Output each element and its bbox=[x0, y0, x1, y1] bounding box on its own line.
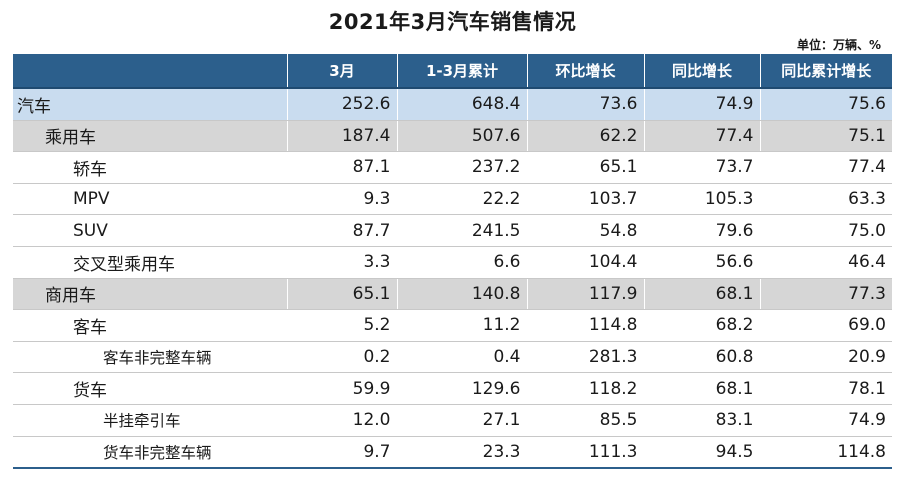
table-row: SUV 87.7 241.5 54.8 79.6 75.0 bbox=[13, 214, 892, 247]
march-value: 12.0 bbox=[287, 404, 398, 437]
march-value: 0.2 bbox=[287, 341, 398, 374]
mom-growth-value: 281.3 bbox=[527, 341, 645, 374]
mom-growth-value: 62.2 bbox=[527, 120, 645, 153]
ytd-yoy-growth-value: 69.0 bbox=[760, 309, 892, 342]
march-value: 9.7 bbox=[287, 436, 398, 470]
row-label: 轿车 bbox=[13, 151, 288, 184]
mom-growth-value: 111.3 bbox=[527, 436, 645, 470]
ytd-value: 241.5 bbox=[397, 214, 528, 247]
table-row: 乘用车 187.4 507.6 62.2 77.4 75.1 bbox=[13, 120, 892, 153]
ytd-yoy-growth-value: 75.0 bbox=[760, 214, 892, 247]
yoy-growth-value: 83.1 bbox=[644, 404, 761, 437]
table-row: 轿车 87.1 237.2 65.1 73.7 77.4 bbox=[13, 151, 892, 184]
row-label: 汽车 bbox=[13, 88, 288, 121]
ytd-value: 237.2 bbox=[397, 151, 528, 184]
ytd-value: 507.6 bbox=[397, 120, 528, 153]
march-value: 87.1 bbox=[287, 151, 398, 184]
row-label: 货车 bbox=[13, 372, 288, 405]
table-body: 汽车 252.6 648.4 73.6 74.9 75.6 乘用车 187.4 507.6 62.… bbox=[13, 88, 892, 470]
ytd-value: 648.4 bbox=[397, 88, 528, 121]
mom-growth-value: 73.6 bbox=[527, 88, 645, 121]
header-mom-growth: 环比增长 bbox=[527, 54, 645, 89]
row-label: SUV bbox=[13, 214, 288, 247]
yoy-growth-value: 68.2 bbox=[644, 309, 761, 342]
mom-growth-value: 65.1 bbox=[527, 151, 645, 184]
row-label: 客车 bbox=[13, 309, 288, 342]
march-value: 59.9 bbox=[287, 372, 398, 405]
row-label: MPV bbox=[13, 183, 288, 216]
header-yoy-growth: 同比增长 bbox=[644, 54, 761, 89]
yoy-growth-value: 56.6 bbox=[644, 246, 761, 279]
header-ytd: 1-3月累计 bbox=[397, 54, 528, 89]
sales-table: 3月 1-3月累计 环比增长 同比增长 同比累计增长 汽车 252.6 648.4 7… bbox=[13, 54, 892, 470]
header-ytd-yoy-growth: 同比累计增长 bbox=[760, 54, 892, 89]
ytd-yoy-growth-value: 46.4 bbox=[760, 246, 892, 279]
ytd-value: 140.8 bbox=[397, 278, 528, 311]
row-label: 乘用车 bbox=[13, 120, 288, 153]
ytd-value: 23.3 bbox=[397, 436, 528, 470]
march-value: 252.6 bbox=[287, 88, 398, 121]
march-value: 9.3 bbox=[287, 183, 398, 216]
mom-growth-value: 104.4 bbox=[527, 246, 645, 279]
yoy-growth-value: 105.3 bbox=[644, 183, 761, 216]
row-label: 商用车 bbox=[13, 278, 288, 311]
mom-growth-value: 118.2 bbox=[527, 372, 645, 405]
mom-growth-value: 117.9 bbox=[527, 278, 645, 311]
table-row: 半挂牵引车 12.0 27.1 85.5 83.1 74.9 bbox=[13, 404, 892, 437]
march-value: 65.1 bbox=[287, 278, 398, 311]
ytd-yoy-growth-value: 74.9 bbox=[760, 404, 892, 437]
page-title: 2021年3月汽车销售情况 bbox=[328, 10, 577, 34]
march-value: 87.7 bbox=[287, 214, 398, 247]
ytd-yoy-growth-value: 77.3 bbox=[760, 278, 892, 311]
ytd-yoy-growth-value: 77.4 bbox=[760, 151, 892, 184]
yoy-growth-value: 68.1 bbox=[644, 372, 761, 405]
ytd-value: 6.6 bbox=[397, 246, 528, 279]
march-value: 3.3 bbox=[287, 246, 398, 279]
row-label: 货车非完整车辆 bbox=[13, 436, 288, 470]
table-row: 汽车 252.6 648.4 73.6 74.9 75.6 bbox=[13, 88, 892, 121]
ytd-value: 11.2 bbox=[397, 309, 528, 342]
mom-growth-value: 54.8 bbox=[527, 214, 645, 247]
ytd-value: 129.6 bbox=[397, 372, 528, 405]
ytd-yoy-growth-value: 75.1 bbox=[760, 120, 892, 153]
ytd-value: 0.4 bbox=[397, 341, 528, 374]
row-label: 交叉型乘用车 bbox=[13, 246, 288, 279]
table-row: MPV 9.3 22.2 103.7 105.3 63.3 bbox=[13, 183, 892, 216]
yoy-growth-value: 94.5 bbox=[644, 436, 761, 470]
table-row: 客车 5.2 11.2 114.8 68.2 69.0 bbox=[13, 309, 892, 342]
header-row: 3月 1-3月累计 环比增长 同比增长 同比累计增长 bbox=[13, 54, 892, 89]
ytd-value: 22.2 bbox=[397, 183, 528, 216]
ytd-yoy-growth-value: 75.6 bbox=[760, 88, 892, 121]
table-row: 交叉型乘用车 3.3 6.6 104.4 56.6 46.4 bbox=[13, 246, 892, 279]
ytd-yoy-growth-value: 78.1 bbox=[760, 372, 892, 405]
yoy-growth-value: 77.4 bbox=[644, 120, 761, 153]
ytd-yoy-growth-value: 20.9 bbox=[760, 341, 892, 374]
table-row: 客车非完整车辆 0.2 0.4 281.3 60.8 20.9 bbox=[13, 341, 892, 374]
ytd-yoy-growth-value: 114.8 bbox=[760, 436, 892, 470]
table-row: 商用车 65.1 140.8 117.9 68.1 77.3 bbox=[13, 278, 892, 311]
march-value: 5.2 bbox=[287, 309, 398, 342]
header-label-column bbox=[13, 54, 288, 89]
table-row: 货车非完整车辆 9.7 23.3 111.3 94.5 114.8 bbox=[13, 436, 892, 470]
ytd-yoy-growth-value: 63.3 bbox=[760, 183, 892, 216]
mom-growth-value: 114.8 bbox=[527, 309, 645, 342]
yoy-growth-value: 79.6 bbox=[644, 214, 761, 247]
row-label: 半挂牵引车 bbox=[13, 404, 288, 437]
table-row: 货车 59.9 129.6 118.2 68.1 78.1 bbox=[13, 372, 892, 405]
header-march: 3月 bbox=[287, 54, 398, 89]
ytd-value: 27.1 bbox=[397, 404, 528, 437]
yoy-growth-value: 74.9 bbox=[644, 88, 761, 121]
yoy-growth-value: 68.1 bbox=[644, 278, 761, 311]
mom-growth-value: 85.5 bbox=[527, 404, 645, 437]
yoy-growth-value: 60.8 bbox=[644, 341, 761, 374]
unit-note: 单位：万辆、% bbox=[796, 38, 881, 52]
row-label: 客车非完整车辆 bbox=[13, 341, 288, 374]
march-value: 187.4 bbox=[287, 120, 398, 153]
mom-growth-value: 103.7 bbox=[527, 183, 645, 216]
yoy-growth-value: 73.7 bbox=[644, 151, 761, 184]
